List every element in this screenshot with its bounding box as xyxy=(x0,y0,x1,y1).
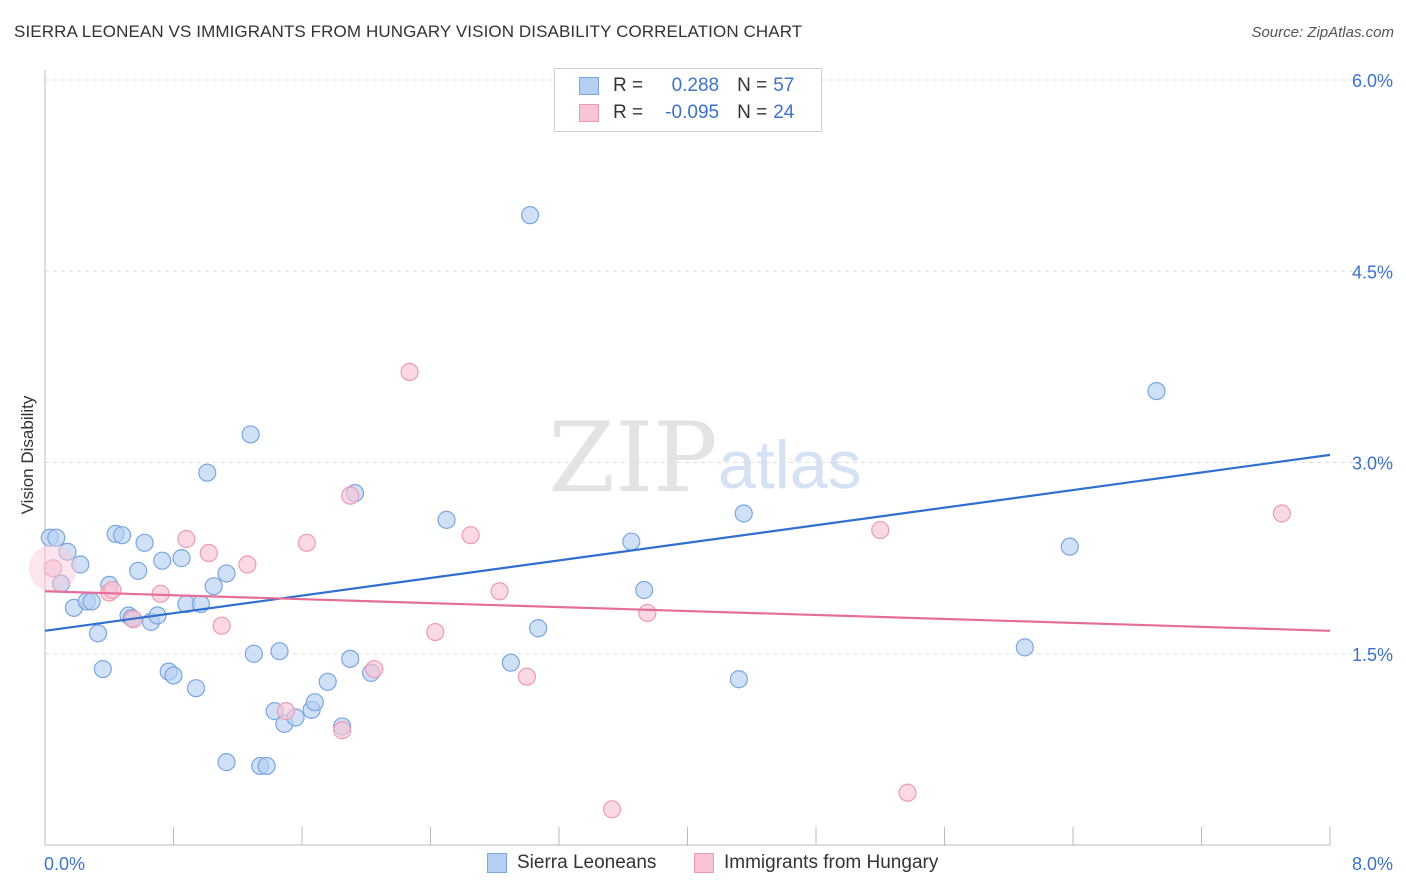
n-value: 24 xyxy=(773,102,795,123)
x-tick-label-min: 0.0% xyxy=(44,854,85,874)
sierra-leonean-point xyxy=(622,532,641,551)
sierra-leonean-point xyxy=(93,659,112,679)
y-tick-label: 4.5% xyxy=(1352,262,1393,282)
blue-swatch xyxy=(579,77,599,95)
sierra-leonean-point xyxy=(88,624,108,643)
y-axis-label: Vision Disability xyxy=(18,395,37,514)
sierra-leonean-point xyxy=(244,644,263,663)
sierra-leonean-point xyxy=(112,526,132,545)
series-legend: Sierra Leoneans Immigrants from Hungary xyxy=(0,852,1406,878)
hungary-point xyxy=(276,702,296,721)
sierra-leonean-trend-line xyxy=(44,453,1331,632)
pink-swatch xyxy=(694,853,714,873)
sierra-leonean-point xyxy=(153,551,172,570)
hungary-point xyxy=(212,616,231,635)
hungary-point xyxy=(238,555,257,574)
hungary-cluster-point xyxy=(29,544,78,593)
hungary-point xyxy=(898,783,917,802)
sierra-leonean-point xyxy=(241,425,260,444)
r-value: 0.288 xyxy=(671,75,720,96)
sierra-leonean-point xyxy=(1015,638,1034,657)
sierra-leonean-point xyxy=(635,580,654,600)
trend-layer xyxy=(44,453,1331,632)
legend-item-immigrants-from-hungary[interactable]: Immigrants from Hungary xyxy=(694,852,938,874)
sierra-leonean-point xyxy=(729,670,749,689)
x-tick-label-max: 8.0% xyxy=(1352,854,1393,874)
hungary-point xyxy=(602,800,622,819)
hungary-trend-line xyxy=(44,590,1331,632)
hungary-point xyxy=(341,486,360,505)
watermark: ZIP atlas xyxy=(548,402,861,514)
hungary-point xyxy=(871,520,890,540)
sierra-leonean-point xyxy=(129,561,148,580)
sierra-leonean-point xyxy=(47,528,66,547)
chart-title: SIERRA LEONEAN VS IMMIGRANTS FROM HUNGAR… xyxy=(14,22,803,41)
sierra-leonean-point xyxy=(58,542,77,561)
sierra-leonean-point xyxy=(270,642,289,661)
hungary-point xyxy=(638,603,657,623)
watermark-atlas: atlas xyxy=(718,427,862,503)
sierra-leonean-point xyxy=(305,693,324,712)
sierra-leonean-point xyxy=(341,649,360,668)
sierra-leonean-point xyxy=(318,672,337,691)
y-tick-label: 3.0% xyxy=(1352,454,1393,474)
hungary-point xyxy=(297,533,316,552)
sierra-leonean-point xyxy=(82,592,101,611)
blue-swatch xyxy=(487,853,507,873)
hungary-point xyxy=(199,543,218,563)
r-label: R = xyxy=(613,102,644,123)
sierra-leonean-point xyxy=(734,504,753,523)
hungary-point xyxy=(461,526,480,545)
points-layer xyxy=(29,93,1291,819)
sierra-leonean-point xyxy=(204,577,223,596)
sierra-leonean-point xyxy=(217,564,236,583)
sierra-leonean-point xyxy=(198,463,217,482)
r-label: R = xyxy=(613,75,644,96)
n-label: N = xyxy=(737,75,768,96)
sierra-leonean-point xyxy=(1060,537,1079,556)
sierra-leonean-point xyxy=(501,653,520,672)
hungary-point xyxy=(400,362,419,382)
sierra-leonean-point xyxy=(186,679,206,698)
hungary-point xyxy=(490,582,509,601)
hungary-point xyxy=(517,667,536,686)
sierra-leonean-point xyxy=(164,666,183,685)
hungary-point xyxy=(1272,504,1291,523)
watermark-zip: ZIP xyxy=(548,402,717,514)
sierra-leonean-point xyxy=(71,555,90,574)
stats-legend-row-pink: R = -0.095 N = 24 xyxy=(579,100,794,126)
sierra-leonean-point xyxy=(135,533,154,552)
sierra-leonean-point xyxy=(172,549,191,568)
hungary-point xyxy=(333,721,352,740)
hungary-point xyxy=(365,659,384,679)
pink-swatch xyxy=(579,104,599,122)
legend-label: Immigrants from Hungary xyxy=(724,852,939,873)
sierra-leonean-point xyxy=(1147,382,1166,401)
hungary-point xyxy=(43,559,63,578)
hungary-point xyxy=(177,529,196,549)
sierra-leonean-point xyxy=(529,619,548,638)
hungary-point xyxy=(103,580,122,600)
axis-layer: 1.5% 3.0% 4.5% 6.0% xyxy=(44,70,1393,846)
sierra-leonean-point xyxy=(520,206,540,225)
stats-legend: R = 0.288 N = 57 R = -0.095 N = 24 xyxy=(554,68,822,132)
sierra-leonean-point xyxy=(437,510,456,529)
y-tick-label: 1.5% xyxy=(1352,645,1393,665)
source-credit: Source: ZipAtlas.com xyxy=(1251,24,1394,41)
legend-item-sierra-leoneans[interactable]: Sierra Leoneans xyxy=(487,852,656,874)
hungary-point xyxy=(426,622,445,642)
stats-legend-row-blue: R = 0.288 N = 57 xyxy=(579,73,794,99)
legend-label: Sierra Leoneans xyxy=(517,852,657,873)
sierra-leonean-point xyxy=(217,753,236,772)
sierra-leonean-point xyxy=(257,756,276,776)
n-value: 57 xyxy=(773,75,795,96)
r-value: -0.095 xyxy=(665,102,720,123)
y-tick-label: 6.0% xyxy=(1352,71,1393,91)
n-label: N = xyxy=(737,102,768,123)
